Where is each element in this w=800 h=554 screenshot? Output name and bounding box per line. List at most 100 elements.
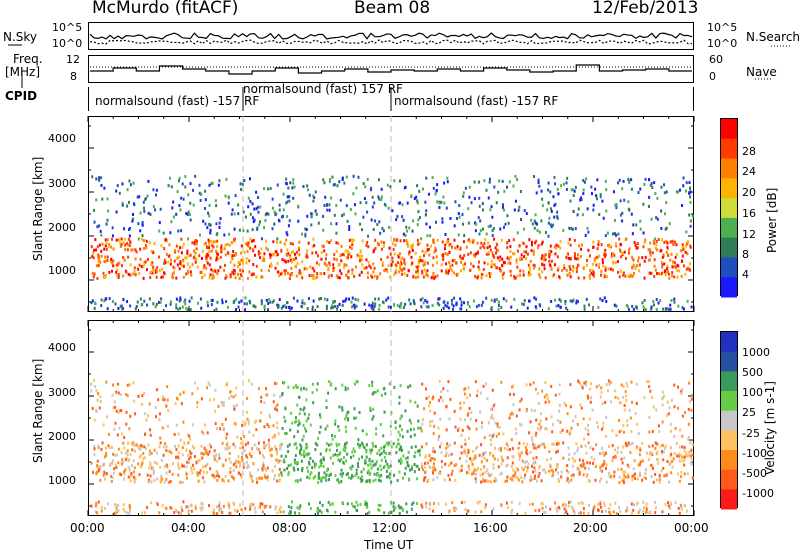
power-echo-cell (203, 264, 206, 268)
power-echo-cell (359, 222, 362, 226)
velocity-echo-cell (612, 510, 615, 514)
power-echo-cell (133, 269, 136, 273)
velocity-echo-cell (603, 503, 606, 507)
velocity-echo-cell (222, 464, 225, 468)
velocity-echo-cell (438, 445, 441, 449)
velocity-echo-cell (508, 416, 511, 420)
power-echo-cell (344, 249, 347, 253)
power-echo-cell (516, 231, 519, 235)
velocity-echo-cell (541, 502, 544, 506)
power-echo-cell (242, 210, 245, 214)
velocity-echo-cell (555, 442, 558, 446)
power-echo-cell (122, 297, 125, 301)
power-echo-cell (441, 217, 444, 221)
velocity-echo-cell (566, 412, 569, 416)
velocity-echo-cell (676, 454, 679, 458)
velocity-echo-cell (512, 412, 515, 416)
velocity-echo-cell (432, 448, 435, 452)
velocity-echo-cell (620, 467, 623, 471)
velocity-echo-cell (671, 465, 674, 469)
power-echo-cell (244, 242, 247, 246)
velocity-echo-cell (497, 465, 500, 469)
velocity-echo-cell (427, 478, 430, 482)
power-echo-cell (271, 206, 274, 210)
velocity-echo-cell (329, 456, 332, 460)
power-echo-cell (513, 277, 516, 281)
velocity-echo-cell (246, 460, 249, 464)
power-echo-cell (634, 243, 637, 247)
power-echo-cell (151, 271, 154, 275)
velocity-echo-cell (298, 422, 301, 426)
power-echo-cell (234, 276, 237, 280)
power-echo-cell (421, 271, 424, 275)
power-echo-cell (198, 191, 201, 195)
velocity-echo-cell (487, 472, 490, 476)
power-echo-cell (631, 232, 634, 236)
velocity-echo-cell (291, 500, 294, 504)
velocity-echo-cell (529, 475, 532, 479)
power-echo-cell (671, 265, 674, 269)
power-echo-cell (663, 262, 666, 266)
power-echo-cell (215, 307, 218, 311)
power-echo-cell (216, 244, 219, 248)
power-echo-cell (525, 212, 528, 216)
power-echo-cell (301, 301, 304, 305)
power-echo-cell (689, 245, 692, 249)
velocity-echo-cell (275, 505, 278, 509)
power-echo-cell (592, 271, 595, 275)
power-echo-cell (582, 192, 585, 196)
velocity-echo-cell (175, 447, 178, 451)
power-echo-cell (250, 239, 253, 243)
xtick-2: 08:00 (272, 521, 307, 535)
velocity-echo-cell (190, 509, 193, 513)
power-echo-cell (405, 239, 408, 243)
velocity-echo-cell (165, 471, 168, 475)
power-echo-cell (417, 271, 420, 275)
power-echo-cell (391, 242, 394, 246)
power-echo-cell (217, 257, 220, 261)
velocity-echo-cell (351, 473, 354, 477)
power-echo-cell (365, 201, 368, 205)
power-echo-cell (522, 241, 525, 245)
power-echo-cell (681, 203, 684, 207)
velocity-echo-cell (110, 475, 113, 479)
power-echo-cell (407, 252, 410, 256)
velocity-echo-cell (398, 506, 401, 510)
power-echo-cell (242, 229, 245, 233)
power-echo-cell (249, 212, 252, 216)
velocity-echo-cell (121, 432, 124, 436)
power-echo-cell (647, 258, 650, 262)
velocity-echo-cell (525, 407, 528, 411)
power-echo-cell (402, 218, 405, 222)
velocity-echo-cell (605, 434, 608, 438)
velocity-echo-cell (582, 473, 585, 477)
power-echo-cell (372, 270, 375, 274)
velocity-echo-cell (570, 478, 573, 482)
velocity-colorbar-segment-7 (721, 469, 737, 490)
power-echo-cell (328, 203, 331, 207)
velocity-echo-cell (265, 504, 268, 508)
power-echo-cell (137, 222, 140, 226)
velocity-echo-cell (512, 468, 515, 472)
velocity-echo-cell (332, 461, 335, 465)
velocity-echo-cell (569, 405, 572, 409)
power-echo-cell (615, 242, 618, 246)
velocity-echo-cell (544, 505, 547, 509)
power-echo-cell (689, 190, 692, 194)
power-echo-cell (303, 302, 306, 306)
velocity-echo-cell (243, 449, 246, 453)
velocity-echo-cell (116, 510, 119, 514)
velocity-echo-cell (680, 471, 683, 475)
power-echo-cell (541, 197, 544, 201)
power-echo-cell (621, 251, 624, 255)
power-echo-cell (501, 257, 504, 261)
power-echo-cell (131, 219, 134, 223)
power-ytick-4000: 4000 (48, 132, 76, 145)
power-echo-cell (660, 238, 663, 242)
power-echo-cell (100, 254, 103, 258)
power-echo-cell (536, 228, 539, 232)
velocity-echo-cell (384, 459, 387, 463)
power-echo-cell (650, 182, 653, 186)
power-echo-cell (477, 180, 480, 184)
power-echo-cell (414, 251, 417, 255)
